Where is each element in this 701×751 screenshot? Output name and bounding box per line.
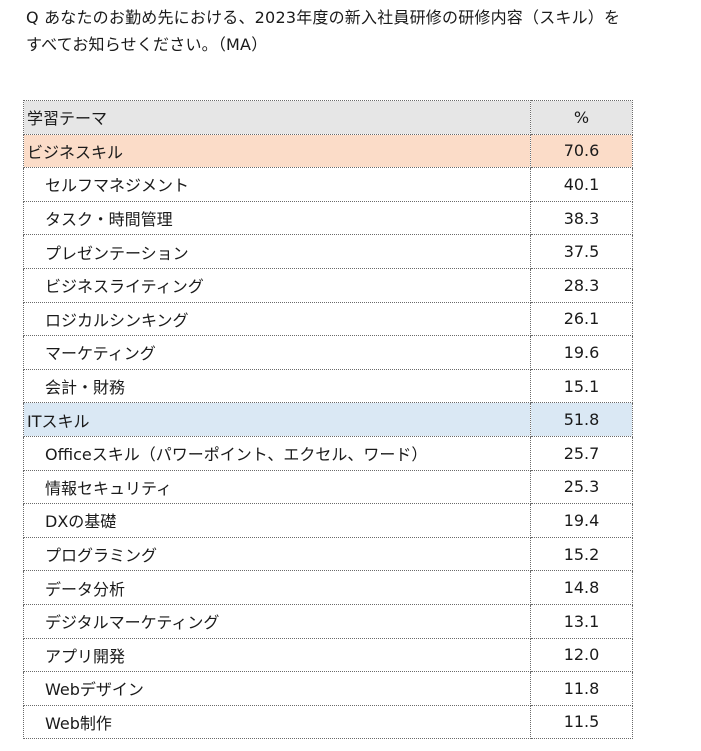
table-row: 情報セキュリティ 25.3 (23, 469, 633, 505)
percent-value: 25.3 (530, 469, 633, 505)
percent-value: 14.8 (530, 570, 633, 605)
theme-label: タスク・時間管理 (23, 200, 531, 236)
table-row: データ分析 14.8 (23, 570, 633, 605)
theme-label: 会計・財務 (23, 368, 531, 404)
theme-label: Webデザイン (23, 671, 531, 706)
percent-value: 12.0 (530, 637, 633, 673)
table-header-row: 学習テーマ % (23, 100, 633, 135)
question-line-1: Q あなたのお勤め先における、2023年度の新入社員研修の研修内容（スキル）を (26, 8, 621, 27)
percent-value: 40.1 (530, 167, 633, 202)
table-row: タスク・時間管理 38.3 (23, 200, 633, 236)
theme-label: データ分析 (23, 570, 531, 605)
question-line-2: すべてお知らせください。（MA） (26, 35, 268, 54)
column-header-percent: % (530, 100, 633, 135)
theme-label: ロジカルシンキング (23, 301, 531, 337)
table-row: Web制作 11.5 (23, 704, 633, 740)
percent-value: 37.5 (530, 234, 633, 269)
theme-label: プログラミング (23, 536, 531, 572)
category-label: ITスキル (23, 402, 531, 437)
table-row: デジタルマーケティング 13.1 (23, 603, 633, 639)
question-text: Q あなたのお勤め先における、2023年度の新入社員研修の研修内容（スキル）を … (26, 4, 686, 58)
theme-label: セルフマネジメント (23, 167, 531, 202)
table-row: DXの基礎 19.4 (23, 503, 633, 538)
table-row: Webデザイン 11.8 (23, 671, 633, 706)
theme-label: アプリ開発 (23, 637, 531, 673)
percent-value: 38.3 (530, 200, 633, 236)
percent-value: 70.6 (530, 133, 633, 169)
percent-value: 15.1 (530, 368, 633, 404)
table-row: マーケティング 19.6 (23, 335, 633, 370)
percent-value: 25.7 (530, 435, 633, 471)
theme-label: 情報セキュリティ (23, 469, 531, 505)
percent-value: 19.6 (530, 335, 633, 370)
table-body: ビジネスキル 70.6 セルフマネジメント 40.1 タスク・時間管理 38.3 プレゼンテ… (23, 133, 633, 740)
theme-label: DXの基礎 (23, 503, 531, 538)
percent-value: 26.1 (530, 301, 633, 337)
category-row-business: ビジネスキル 70.6 (23, 133, 633, 169)
theme-label: ビジネスライティング (23, 267, 531, 303)
table-row: ロジカルシンキング 26.1 (23, 301, 633, 337)
theme-label: Web制作 (23, 704, 531, 740)
percent-value: 19.4 (530, 503, 633, 538)
table-row: セルフマネジメント 40.1 (23, 167, 633, 202)
theme-label: マーケティング (23, 335, 531, 370)
category-label: ビジネスキル (23, 133, 531, 169)
theme-label: Officeスキル（パワーポイント、エクセル、ワード） (23, 435, 531, 471)
percent-value: 28.3 (530, 267, 633, 303)
table-row: アプリ開発 12.0 (23, 637, 633, 673)
results-table: 学習テーマ % ビジネスキル 70.6 セルフマネジメント 40.1 タスク・時間管理 3… (23, 100, 633, 740)
category-row-it: ITスキル 51.8 (23, 402, 633, 437)
percent-value: 13.1 (530, 603, 633, 639)
theme-label: デジタルマーケティング (23, 603, 531, 639)
percent-value: 15.2 (530, 536, 633, 572)
table-row: プログラミング 15.2 (23, 536, 633, 572)
table-row: Officeスキル（パワーポイント、エクセル、ワード） 25.7 (23, 435, 633, 471)
theme-label: プレゼンテーション (23, 234, 531, 269)
table-row: ビジネスライティング 28.3 (23, 267, 633, 303)
table-row: 会計・財務 15.1 (23, 368, 633, 404)
percent-value: 11.8 (530, 671, 633, 706)
percent-value: 11.5 (530, 704, 633, 740)
percent-value: 51.8 (530, 402, 633, 437)
table-row: プレゼンテーション 37.5 (23, 234, 633, 269)
column-header-theme: 学習テーマ (23, 100, 531, 135)
